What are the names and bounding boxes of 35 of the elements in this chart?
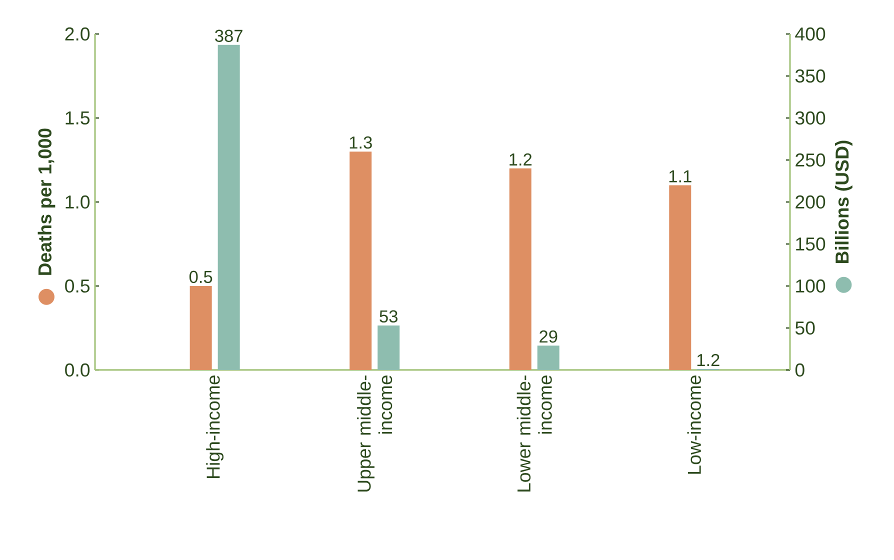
y2-tick-label: 300 — [795, 111, 826, 125]
data-label: 0.5 — [189, 270, 212, 284]
bar — [190, 286, 212, 370]
y2-tick-label: 150 — [796, 237, 826, 251]
y-tick-label: 1.5 — [66, 111, 90, 125]
y2-tick-label: 250 — [796, 153, 826, 167]
bar — [509, 168, 532, 370]
y2-tick-label: 200 — [796, 195, 826, 209]
y2-tick-label: 100 — [796, 279, 826, 293]
y-tick-label: 0.0 — [65, 363, 90, 377]
data-label: 1.2 — [510, 153, 532, 166]
y2-tick-label: 0 — [795, 363, 804, 377]
y2-axis-title: Billions (USD) — [835, 140, 852, 263]
bar — [218, 44, 240, 370]
y2-tick-label: 350 — [795, 69, 826, 83]
data-label: 1.3 — [350, 136, 372, 149]
x-tick-label: High-income — [206, 376, 224, 478]
data-label: 53 — [380, 310, 398, 323]
bar — [669, 185, 692, 370]
y-tick-label: 2.0 — [65, 27, 90, 41]
y2-tick-label: 50 — [795, 321, 815, 335]
x-tick-label: Low-income — [687, 376, 701, 474]
y-tick-label: 1.0 — [66, 195, 90, 209]
data-label: 29 — [540, 330, 558, 343]
y2-tick-label: 400 — [795, 27, 826, 41]
data-label: 1.1 — [669, 170, 692, 182]
data-label: 387 — [215, 30, 242, 42]
x-tick-label: Lower middle-income — [516, 376, 552, 492]
bar — [378, 325, 400, 370]
bar — [537, 346, 560, 370]
data-label: 1.2 — [697, 354, 720, 366]
y-tick-label: 0.5 — [65, 279, 90, 293]
x-tick-label: Upper middle-income — [357, 376, 392, 492]
y-axis-title: Deaths per 1,000 — [38, 128, 56, 275]
bar — [350, 152, 372, 370]
